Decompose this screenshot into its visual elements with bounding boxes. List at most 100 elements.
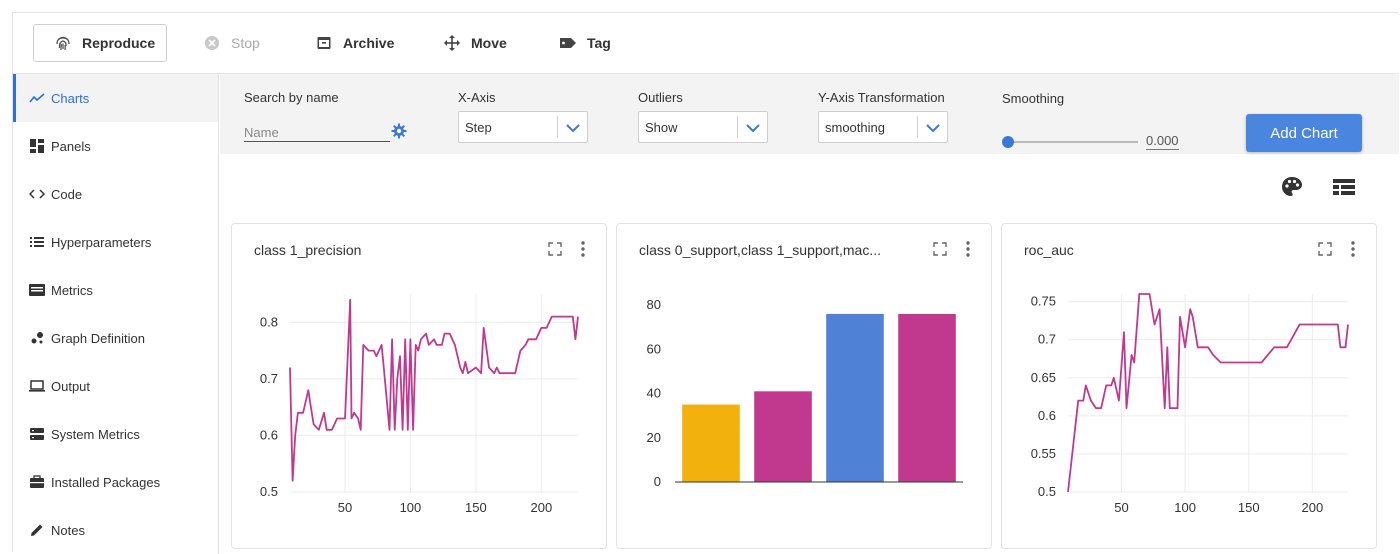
series-line bbox=[1067, 293, 1349, 493]
sidebar-item-label: Metrics bbox=[51, 282, 93, 298]
x-tick-label: 200 bbox=[530, 500, 552, 515]
bar bbox=[754, 391, 812, 482]
series-line bbox=[289, 298, 579, 482]
palette-icon[interactable] bbox=[1279, 174, 1305, 200]
xaxis-value: Step bbox=[465, 120, 492, 135]
graph-icon bbox=[29, 330, 45, 346]
xaxis-label: X-Axis bbox=[458, 90, 496, 105]
more-vert-icon[interactable] bbox=[570, 236, 596, 262]
smoothing-value-input[interactable]: 0.000 bbox=[1146, 133, 1179, 150]
chart-card-roc-auc: roc_auc 0.5 0.55 0.6 0.65 0.7 0.75 50 100 150 200 bbox=[1001, 223, 1377, 549]
chart-plot: 0.5 0.55 0.6 0.65 0.7 0.75 50 100 150 200 bbox=[1031, 293, 1349, 515]
laptop-icon bbox=[29, 378, 45, 394]
move-label: Move bbox=[471, 35, 507, 51]
outliers-value: Show bbox=[645, 120, 678, 135]
list-icon bbox=[29, 234, 45, 250]
sidebar-item-hyperparameters[interactable]: Hyperparameters bbox=[13, 218, 218, 266]
sidebar: Charts Panels Code Hyperparameters bbox=[13, 74, 219, 554]
sidebar-item-label: Graph Definition bbox=[51, 330, 145, 346]
stop-label: Stop bbox=[231, 35, 260, 51]
ytrans-value: smoothing bbox=[825, 120, 885, 135]
y-tick-label: 0.5 bbox=[260, 484, 278, 499]
search-input[interactable] bbox=[244, 124, 390, 142]
sidebar-item-installed-packages[interactable]: Installed Packages bbox=[13, 458, 218, 506]
sidebar-item-panels[interactable]: Panels bbox=[13, 122, 218, 170]
line-chart-icon bbox=[29, 90, 45, 106]
metrics-icon bbox=[29, 282, 45, 298]
smoothing-slider-thumb[interactable] bbox=[1002, 136, 1014, 148]
y-tick-label: 0.7 bbox=[260, 371, 278, 386]
pencil-icon bbox=[29, 522, 45, 538]
y-tick-label: 0 bbox=[654, 474, 661, 489]
x-tick-label: 200 bbox=[1302, 500, 1324, 515]
sidebar-item-notes[interactable]: Notes bbox=[13, 506, 218, 554]
bar bbox=[826, 313, 884, 482]
ytrans-label: Y-Axis Transformation bbox=[818, 90, 945, 105]
bar bbox=[682, 404, 740, 482]
x-tick-label: 150 bbox=[1238, 500, 1260, 515]
y-tick-label: 0.5 bbox=[1038, 484, 1056, 499]
x-tick-label: 50 bbox=[1114, 500, 1128, 515]
stop-button[interactable]: Stop bbox=[203, 24, 260, 62]
table-layout-icon[interactable] bbox=[1331, 174, 1357, 200]
archive-button[interactable]: Archive bbox=[315, 24, 394, 62]
xaxis-select[interactable]: Step bbox=[458, 111, 588, 143]
app-frame: Reproduce Stop Archive Move bbox=[12, 12, 1399, 554]
dashboard-icon bbox=[29, 138, 45, 154]
tag-button[interactable]: Tag bbox=[559, 24, 611, 62]
y-tick-label: 0.7 bbox=[1038, 332, 1056, 347]
y-tick-label: 0.65 bbox=[1031, 370, 1056, 385]
settings-gear-icon[interactable] bbox=[391, 123, 407, 139]
sidebar-item-charts[interactable]: Charts bbox=[13, 74, 218, 122]
chart-plot: 0 20 40 60 80 bbox=[647, 297, 963, 489]
chevron-down-icon bbox=[563, 118, 583, 138]
y-tick-label: 80 bbox=[647, 297, 661, 312]
sidebar-item-label: Hyperparameters bbox=[51, 234, 152, 250]
toolbar: Reproduce Stop Archive Move bbox=[13, 13, 1399, 74]
y-tick-label: 0.6 bbox=[260, 427, 278, 442]
sidebar-item-system-metrics[interactable]: System Metrics bbox=[13, 410, 218, 458]
add-chart-button[interactable]: Add Chart bbox=[1246, 114, 1362, 152]
more-vert-icon[interactable] bbox=[1340, 236, 1366, 262]
sidebar-item-code[interactable]: Code bbox=[13, 170, 218, 218]
fullscreen-icon[interactable] bbox=[927, 236, 953, 262]
fingerprint-icon bbox=[54, 34, 72, 52]
fullscreen-icon[interactable] bbox=[1312, 236, 1338, 262]
y-tick-label: 0.8 bbox=[260, 314, 278, 329]
sidebar-item-output[interactable]: Output bbox=[13, 362, 218, 410]
archive-icon bbox=[315, 34, 333, 52]
x-tick-label: 50 bbox=[338, 500, 352, 515]
chevron-down-icon bbox=[923, 118, 943, 138]
sidebar-item-label: Panels bbox=[51, 138, 91, 154]
sidebar-item-label: System Metrics bbox=[51, 426, 140, 442]
server-icon bbox=[29, 426, 45, 442]
bar bbox=[898, 313, 956, 482]
reproduce-label: Reproduce bbox=[82, 35, 156, 51]
y-tick-label: 40 bbox=[647, 386, 661, 401]
package-icon bbox=[29, 474, 45, 490]
reproduce-button[interactable]: Reproduce bbox=[33, 24, 167, 62]
smoothing-slider-track[interactable] bbox=[1008, 141, 1138, 143]
chart-plot: 0.5 0.6 0.7 0.8 50 100 150 200 bbox=[260, 294, 579, 515]
x-tick-label: 100 bbox=[400, 500, 422, 515]
y-tick-label: 60 bbox=[647, 341, 661, 356]
chart-title: class 0_support,class 1_support,mac... bbox=[639, 242, 882, 258]
chart-card-support: class 0_support,class 1_support,mac... 0… bbox=[616, 223, 992, 549]
sidebar-item-label: Charts bbox=[51, 90, 90, 106]
code-icon bbox=[29, 186, 45, 202]
x-tick-label: 100 bbox=[1174, 500, 1196, 515]
sidebar-item-graph-definition[interactable]: Graph Definition bbox=[13, 314, 218, 362]
fullscreen-icon[interactable] bbox=[542, 236, 568, 262]
ytrans-select[interactable]: smoothing bbox=[818, 111, 948, 143]
chart-card-class1-precision: class 1_precision 0.5 0.6 0.7 0.8 50 100 150 20… bbox=[231, 223, 607, 549]
sidebar-item-metrics[interactable]: Metrics bbox=[13, 266, 218, 314]
y-tick-label: 0.75 bbox=[1031, 294, 1056, 309]
outliers-select[interactable]: Show bbox=[638, 111, 768, 143]
chart-title: roc_auc bbox=[1024, 242, 1074, 258]
more-vert-icon[interactable] bbox=[955, 236, 981, 262]
x-tick-label: 150 bbox=[465, 500, 487, 515]
move-button[interactable]: Move bbox=[443, 24, 507, 62]
smoothing-label: Smoothing bbox=[1002, 91, 1065, 106]
chart-title: class 1_precision bbox=[254, 242, 362, 258]
sidebar-item-label: Output bbox=[51, 378, 91, 394]
